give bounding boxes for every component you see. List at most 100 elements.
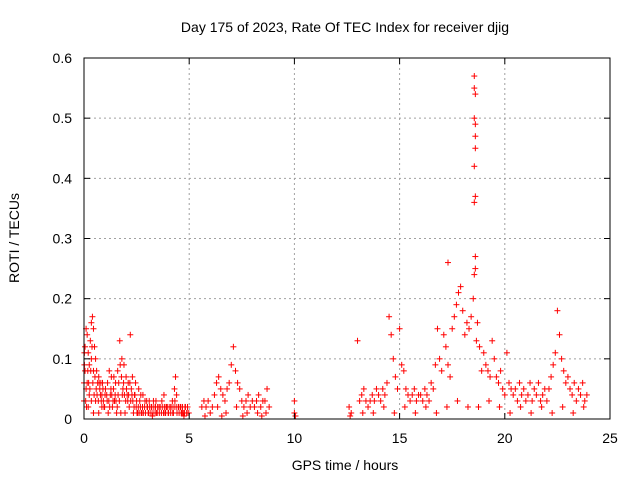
data-point [261,397,268,404]
data-point [106,403,113,410]
data-point [102,385,109,392]
data-point [262,409,269,416]
data-point [104,379,111,386]
data-point [580,403,587,410]
tick-labels: 0 5 10 15 20 25 0 0.1 0.2 0.3 0.4 0.5 0.6 [53,50,618,446]
data-point [171,397,178,404]
data-point [473,337,480,344]
data-point [520,385,527,392]
data-point [463,319,470,326]
data-point [493,373,500,380]
data-point [506,379,513,386]
data-point [369,391,376,398]
data-point [243,397,250,404]
data-point [264,385,271,392]
data-point [122,409,129,416]
data-point [575,385,582,392]
data-point [226,379,233,386]
data-point [400,367,407,374]
data-point [158,397,165,404]
data-point [254,409,261,416]
data-point [472,133,479,140]
data-point [432,361,439,368]
data-point [472,253,479,260]
data-point [392,373,399,380]
data-point [433,409,440,416]
data-point [99,379,106,386]
data-point [203,403,210,410]
data-point [461,331,468,338]
data-point [228,361,235,368]
data-point [390,355,397,362]
data-point [129,373,136,380]
data-point [583,391,590,398]
data-point [173,391,180,398]
data-point [472,145,479,152]
data-point [543,397,550,404]
data-point [411,385,418,392]
data-point [215,373,222,380]
data-point [118,355,125,362]
data-point [423,391,430,398]
data-point [577,391,584,398]
data-point [160,391,167,398]
data-point [417,391,424,398]
y-tick-label: 0.5 [53,110,73,126]
data-point [512,385,519,392]
data-point [396,325,403,332]
data-point [401,403,408,410]
data-point [370,409,377,416]
data-point [562,379,569,386]
data-point [106,367,113,374]
data-point [223,409,230,416]
data-point [213,379,220,386]
data-point [486,397,493,404]
data-point [218,412,225,419]
data-point [422,403,429,410]
data-point [236,385,243,392]
data-point [82,343,89,350]
data-point [132,379,139,386]
data-point [556,331,563,338]
data-point [149,412,156,419]
x-tick-label: 5 [185,430,193,446]
data-point [484,367,491,374]
data-point [455,289,462,296]
data-point [207,409,214,416]
data-point [579,379,586,386]
data-point [233,403,240,410]
data-point [454,397,461,404]
data-point [172,373,179,380]
data-point [95,409,102,416]
plot-area-frame [83,57,611,420]
data-point [573,397,580,404]
data-point [428,379,435,386]
data-point [453,301,460,308]
y-tick-label: 0.2 [53,291,73,307]
data-point [347,412,354,419]
data-point [480,349,487,356]
data-point [93,385,100,392]
data-point [171,385,178,392]
data-point [518,391,525,398]
data-point [459,307,466,314]
data-point [87,367,94,374]
data-point [135,385,142,392]
data-point [152,397,159,404]
data-point [539,391,546,398]
data-point [522,397,529,404]
data-point [451,313,458,320]
data-point [239,412,246,419]
data-point [472,193,479,200]
data-point [123,385,130,392]
data-point [548,373,555,380]
data-point [219,391,226,398]
data-point [113,409,120,416]
data-point [570,409,577,416]
data-point [107,385,114,392]
data-point [472,91,479,98]
data-point [205,397,212,404]
data-point [478,367,485,374]
data-point [379,385,386,392]
data-point [528,409,535,416]
